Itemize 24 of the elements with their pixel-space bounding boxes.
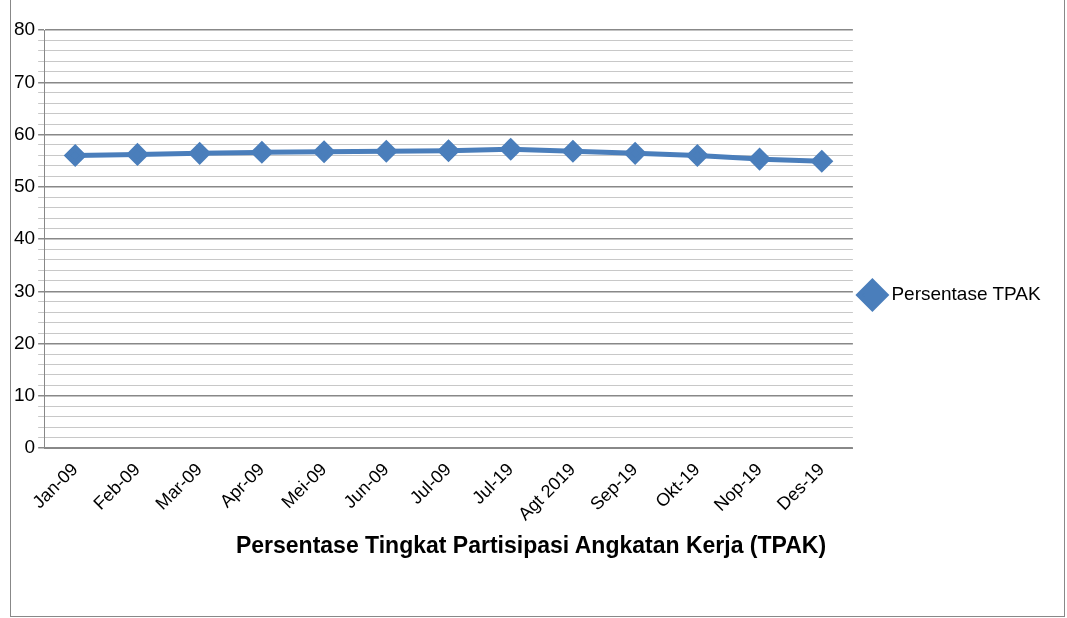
point (189, 142, 211, 164)
point (562, 140, 584, 162)
point (624, 142, 646, 164)
y-tick-label: 80 (13, 18, 36, 40)
point (749, 148, 771, 170)
y-tick-label: 20 (13, 331, 36, 353)
point (811, 150, 833, 172)
text: Persentase Tingkat Partisipasi Angkatan Kerja (TPAK) (235, 531, 827, 558)
point (375, 140, 397, 162)
point (500, 138, 522, 160)
point (438, 140, 460, 162)
y-tick-label: 70 (13, 70, 36, 92)
point (64, 144, 86, 166)
point (686, 144, 708, 166)
legend-label: Persentase TPAK (891, 283, 1041, 305)
y-tick-label: 0 (24, 436, 36, 458)
y-tick-label: 40 (13, 227, 36, 249)
point (251, 141, 273, 163)
point (126, 143, 148, 165)
y-tick-label: 30 (13, 279, 36, 301)
y-tick-label: 50 (13, 175, 36, 197)
y-tick-label: 10 (13, 384, 36, 406)
y-tick-label: 60 (13, 122, 36, 144)
point (313, 141, 335, 163)
